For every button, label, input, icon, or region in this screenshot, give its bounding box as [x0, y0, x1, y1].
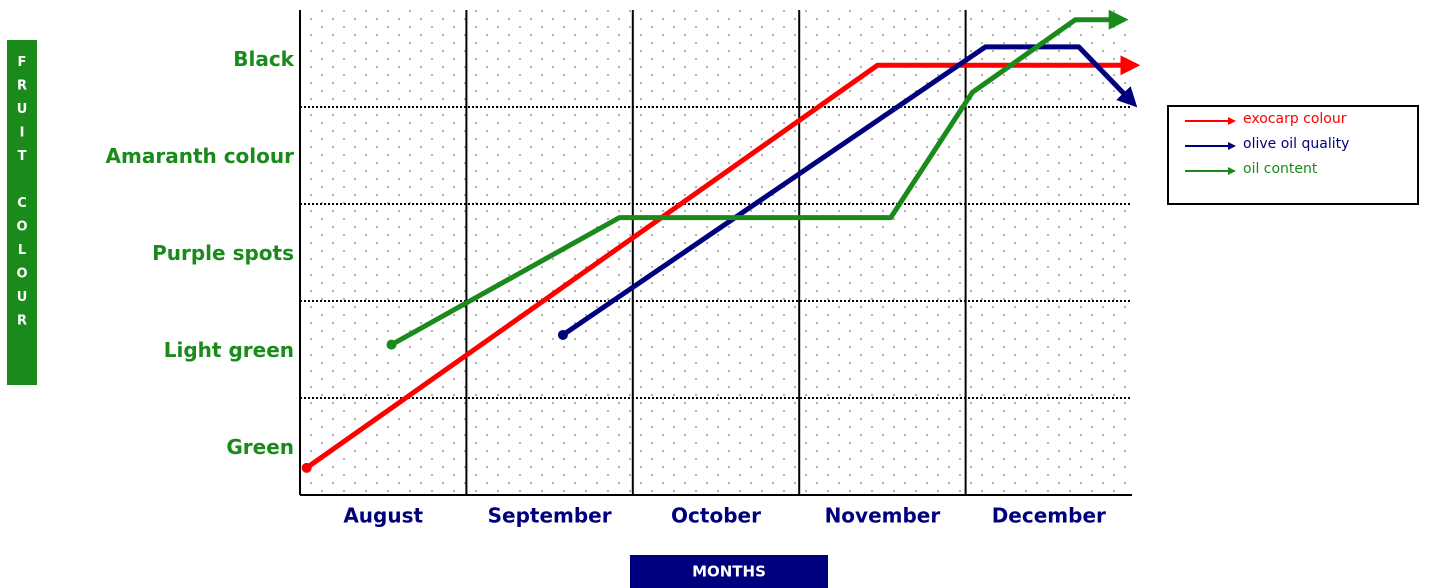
series-start [301, 462, 312, 473]
x-axis-label-box [630, 555, 828, 588]
plot-background [300, 10, 1132, 495]
series-start [386, 339, 397, 350]
series-line [390, 9, 1129, 347]
y-tick-label: Green [226, 435, 294, 459]
legend-label: oil content [1243, 161, 1318, 177]
legend [1167, 105, 1419, 205]
series-line [561, 44, 1138, 338]
legend-label: exocarp colour [1243, 111, 1347, 127]
x-tick-label: November [825, 504, 941, 528]
y-axis-label-box [7, 40, 37, 385]
y-tick-label: Black [233, 47, 294, 71]
y-tick-label: Light green [164, 338, 294, 362]
x-axis-label: MONTHS [692, 563, 766, 581]
x-tick-label: December [992, 504, 1106, 528]
x-tick-label: October [671, 504, 761, 528]
legend-label: olive oil quality [1243, 136, 1349, 152]
y-tick-label: Purple spots [152, 241, 294, 265]
series-start [557, 329, 568, 340]
x-tick-label: August [343, 504, 423, 528]
series-line [305, 55, 1141, 470]
x-tick-label: September [488, 504, 612, 528]
y-tick-label: Amaranth colour [106, 144, 295, 168]
